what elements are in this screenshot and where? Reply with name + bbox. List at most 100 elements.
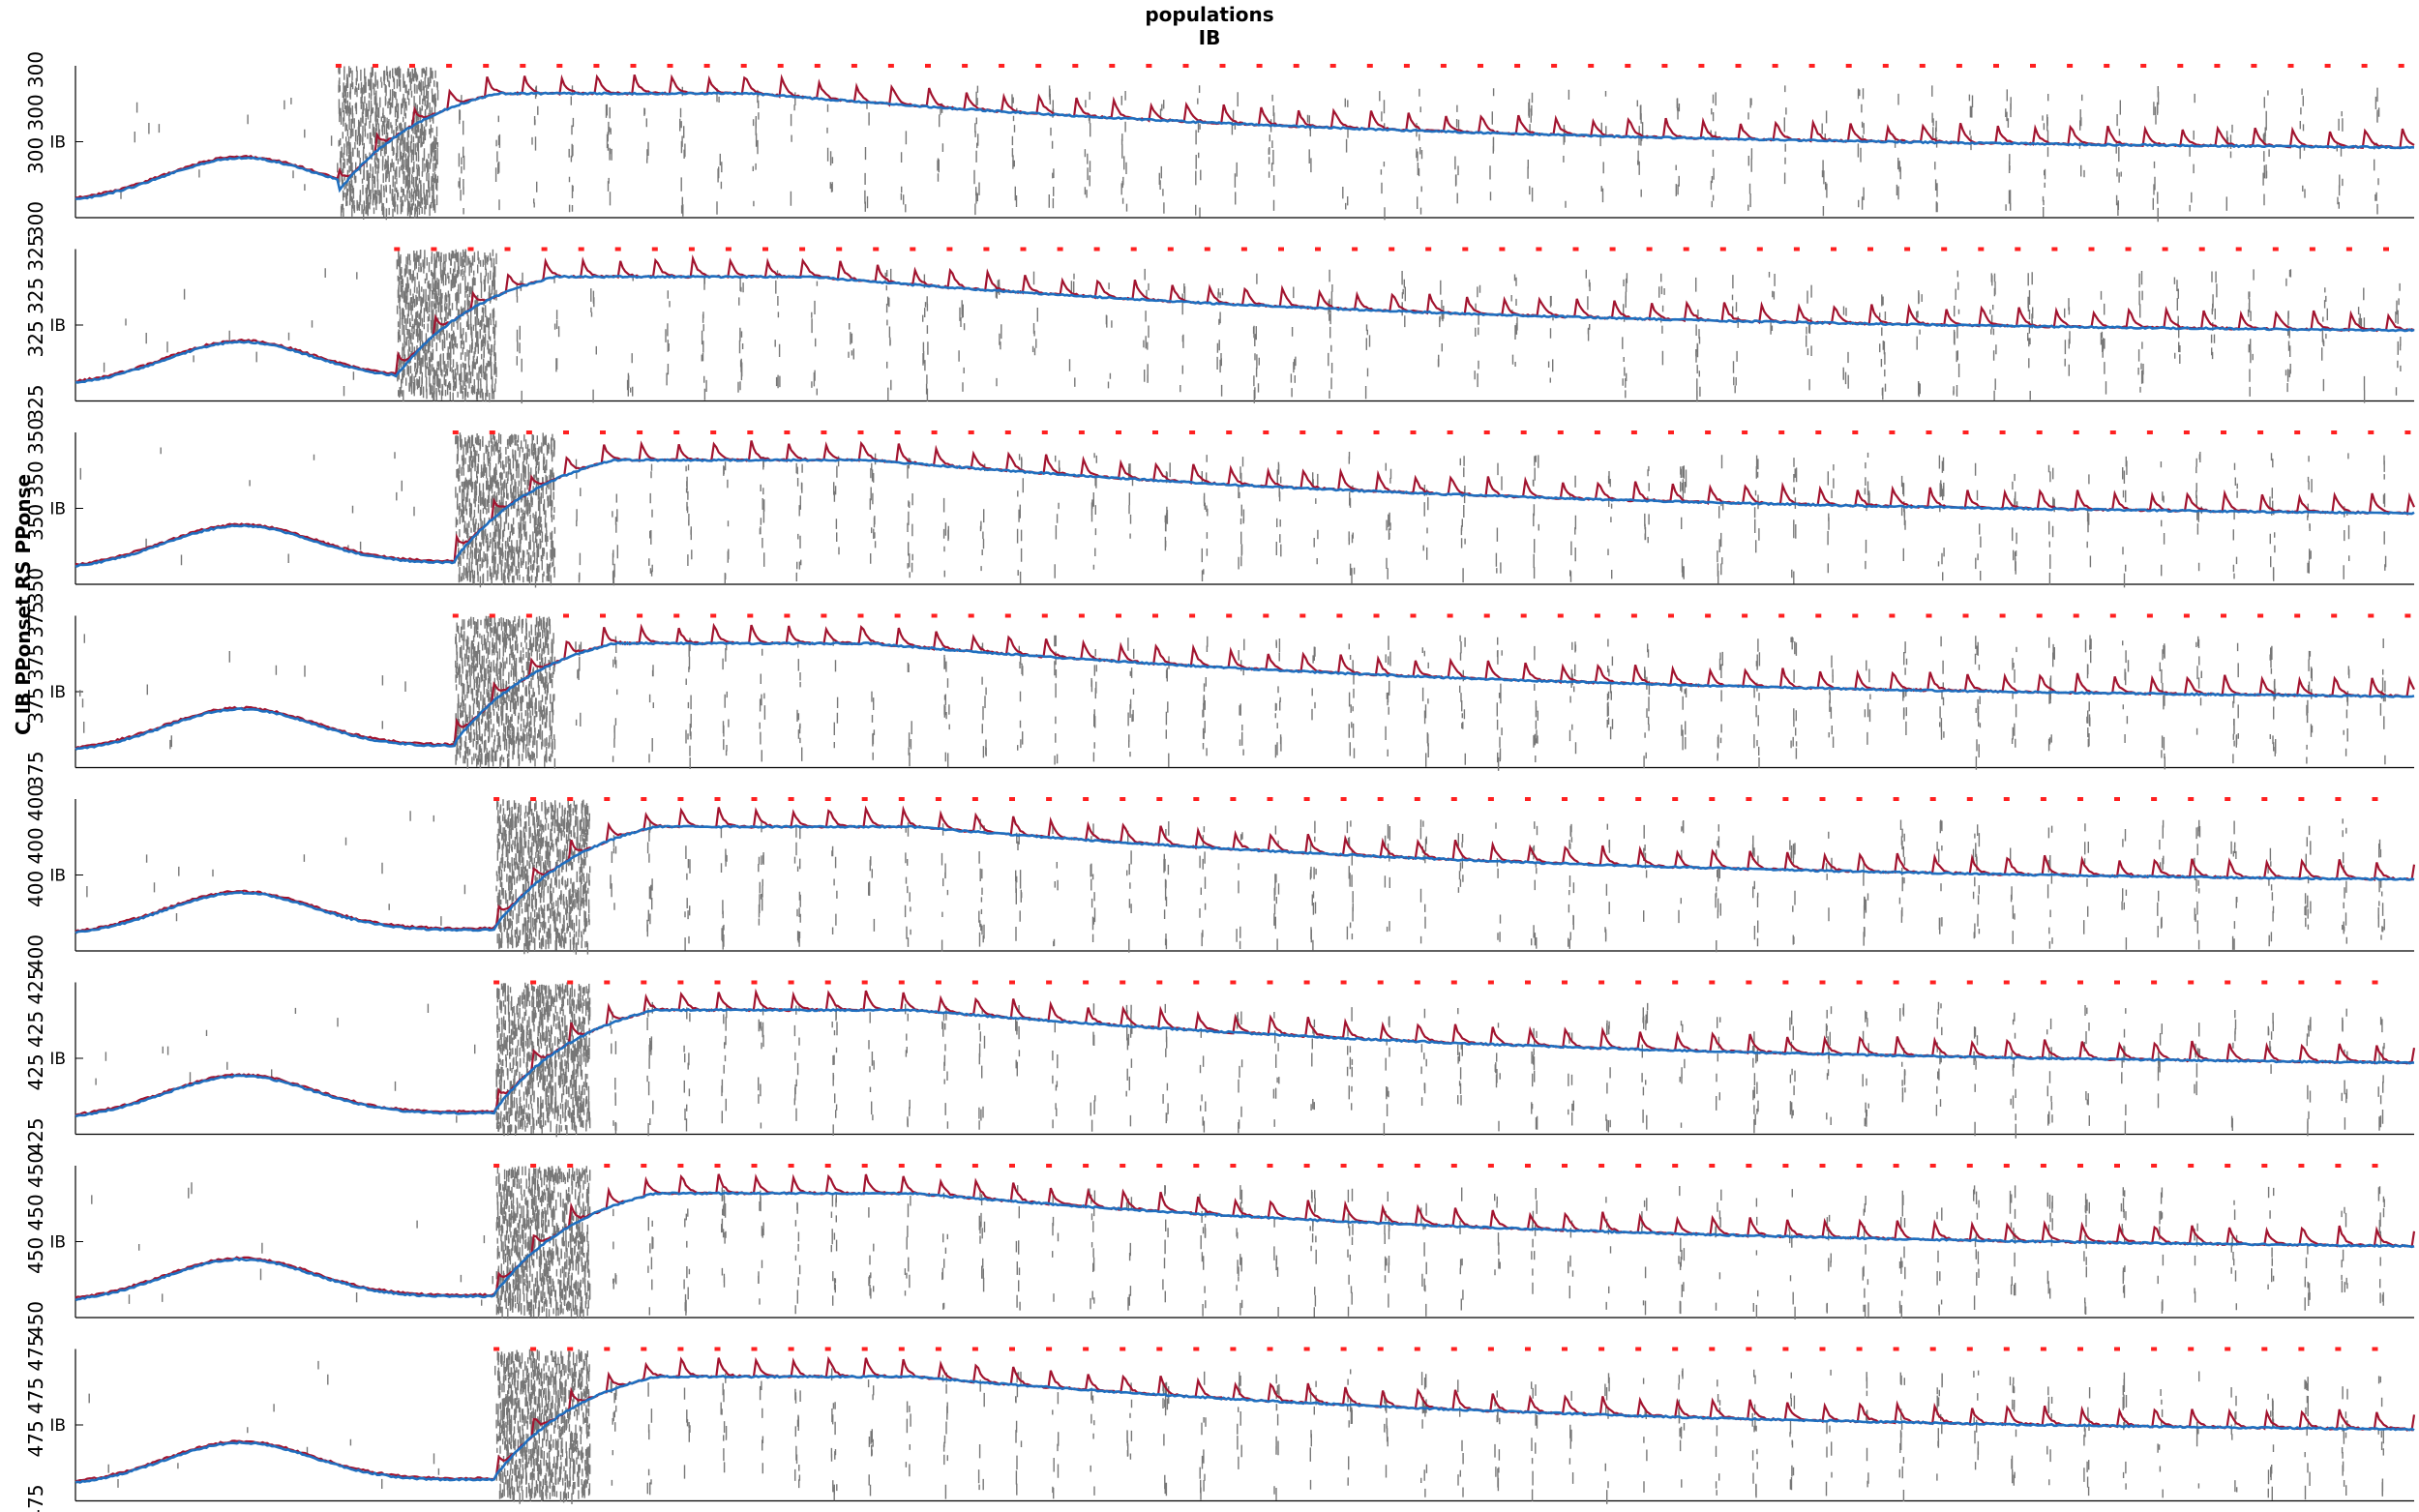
onset-marker: [530, 980, 537, 985]
onset-marker: [637, 430, 643, 434]
onset-marker: [1672, 1347, 1679, 1351]
onset-marker: [1852, 613, 1859, 618]
onset-marker: [2040, 797, 2046, 801]
onset-marker: [489, 430, 495, 434]
onset-marker: [1004, 430, 1011, 434]
onset-marker: [935, 797, 941, 801]
onset-marker: [2003, 1347, 2010, 1351]
onset-marker: [2309, 247, 2315, 252]
onset-marker: [910, 247, 916, 252]
panel-side-label-top: 300: [24, 51, 47, 88]
onset-marker: [1551, 64, 1558, 68]
onset-marker: [1852, 430, 1859, 434]
onset-marker: [873, 247, 880, 252]
onset-marker: [2251, 64, 2257, 68]
onset-marker: [467, 247, 474, 252]
onset-marker: [1156, 1347, 1163, 1351]
onset-marker: [600, 613, 606, 618]
onset-marker: [1035, 64, 1042, 68]
onset-marker: [1683, 247, 1689, 252]
onset-marker: [1152, 430, 1158, 434]
onset-marker: [641, 1164, 647, 1168]
onset-marker: [1299, 613, 1306, 618]
onset-marker: [1782, 1164, 1789, 1168]
onset-marker: [2335, 797, 2342, 801]
onset-marker: [2298, 980, 2305, 985]
onset-marker: [821, 613, 827, 618]
raster-spikes: [103, 249, 2402, 404]
onset-marker: [1487, 1164, 1494, 1168]
onset-marker: [1167, 247, 1174, 252]
onset-marker: [2188, 1164, 2195, 1168]
onset-marker: [1041, 613, 1048, 618]
onset-marker: [1646, 247, 1653, 252]
onset-markers: [493, 980, 2378, 985]
onset-marker: [1598, 980, 1605, 985]
panel-side-label-top: 375: [24, 601, 47, 637]
raster-tick-marks: [120, 66, 2380, 222]
panel-side-label-bottom: 300: [24, 201, 47, 238]
onset-marker: [1746, 797, 1752, 801]
onset-marker: [452, 613, 459, 618]
onset-marker: [1009, 1347, 1015, 1351]
onset-marker: [968, 613, 974, 618]
onset-marker: [1377, 1164, 1384, 1168]
onset-marker: [857, 613, 864, 618]
onset-marker: [861, 797, 868, 801]
onset-marker: [1487, 797, 1494, 801]
onset-marker: [1182, 64, 1189, 68]
onset-marker: [2036, 430, 2043, 434]
onset-marker: [1672, 1164, 1679, 1168]
onset-marker: [1226, 430, 1233, 434]
onset-marker: [1831, 247, 1837, 252]
y-tick-label: IB: [49, 1233, 66, 1253]
onset-marker: [1377, 980, 1384, 985]
onset-marker: [2003, 797, 2010, 801]
onset-marker: [2383, 247, 2389, 252]
onset-marker: [777, 64, 784, 68]
onset-marker: [814, 64, 821, 68]
onset-marker: [1929, 980, 1936, 985]
onset-marker: [1557, 430, 1564, 434]
onset-marker: [630, 64, 637, 68]
onset-marker: [1303, 797, 1310, 801]
onset-marker: [1083, 1164, 1090, 1168]
onset-marker: [1742, 430, 1748, 434]
onset-marker: [373, 64, 378, 68]
onset-marker: [2221, 613, 2226, 618]
panel-side-label-top: 450: [24, 1151, 47, 1188]
onset-marker: [2261, 797, 2268, 801]
onset-marker: [677, 1347, 684, 1351]
onset-marker: [1377, 1347, 1384, 1351]
smoothed-activity-line: [75, 458, 2415, 569]
onset-marker: [971, 1164, 978, 1168]
y-tick-label: IB: [49, 683, 66, 702]
onset-markers: [335, 64, 2404, 68]
onset-marker: [1093, 247, 1100, 252]
onset-marker: [1189, 613, 1196, 618]
raster-spikes: [88, 1349, 2384, 1504]
onset-marker: [1146, 64, 1152, 68]
onset-marker: [1303, 1164, 1310, 1168]
onset-marker: [2003, 1164, 2010, 1168]
y-tick-label: IB: [49, 1050, 66, 1069]
onset-marker: [2188, 1347, 2195, 1351]
onset-marker: [714, 797, 721, 801]
y-tick-label: IB: [49, 316, 66, 336]
onset-marker: [1440, 64, 1447, 68]
panel-side-label-top: 325: [24, 234, 47, 271]
onset-marker: [2151, 980, 2158, 985]
onset-marker: [1193, 980, 1200, 985]
onset-marker: [1120, 1164, 1126, 1168]
onset-marker: [703, 64, 710, 68]
onset-marker: [1078, 613, 1085, 618]
onset-marker: [2040, 1164, 2046, 1168]
onset-marker: [1893, 797, 1899, 801]
onset-marker: [751, 1164, 758, 1168]
onset-marker: [2125, 247, 2132, 252]
onset-marker: [788, 797, 794, 801]
onset-marker: [1009, 980, 1015, 985]
smoothed-activity-line: [75, 274, 2415, 384]
onset-marker: [1856, 980, 1863, 985]
